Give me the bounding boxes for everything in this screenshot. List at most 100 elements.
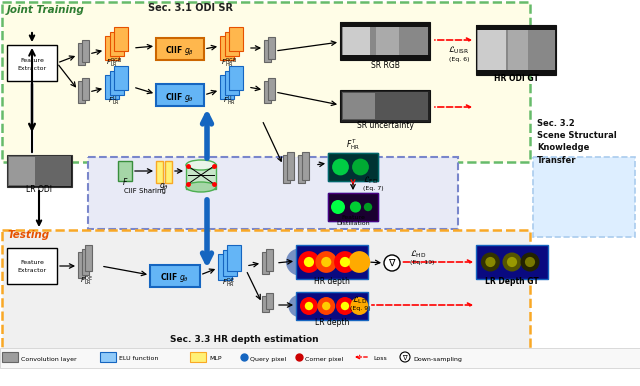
Bar	[340, 22, 430, 27]
Text: $F_{\rm LR}^{\rm RGB}$: $F_{\rm LR}^{\rm RGB}$	[106, 56, 122, 69]
Bar	[266, 249, 273, 271]
Text: Feature: Feature	[20, 58, 44, 63]
Bar	[156, 161, 163, 183]
Text: $F_{\rm HR}^{\rm DE}$: $F_{\rm HR}^{\rm DE}$	[223, 277, 236, 291]
Bar	[296, 245, 368, 279]
Circle shape	[520, 252, 540, 271]
Bar	[2, 2, 530, 162]
Bar	[118, 161, 132, 181]
Bar	[81, 39, 88, 61]
Bar	[165, 161, 172, 183]
Bar	[533, 157, 635, 237]
Bar	[114, 66, 128, 90]
Bar	[376, 26, 399, 56]
Text: $\nabla$: $\nabla$	[402, 354, 408, 362]
Text: (Eq. 10): (Eq. 10)	[410, 260, 435, 265]
Bar	[218, 254, 232, 280]
Circle shape	[485, 257, 495, 267]
Bar	[190, 352, 206, 362]
Bar	[186, 164, 216, 189]
Bar	[264, 40, 271, 62]
Text: $\mathcal{L}_{\rm FD}$: $\mathcal{L}_{\rm FD}$	[363, 175, 378, 186]
Text: HR depth: HR depth	[314, 277, 350, 286]
Text: $F_{\rm HR}^{\rm U}$: $F_{\rm HR}^{\rm U}$	[223, 94, 236, 107]
Text: CIIF $g_\beta$: CIIF $g_\beta$	[165, 44, 195, 58]
Text: Joint Training: Joint Training	[7, 5, 84, 15]
Bar	[7, 248, 57, 284]
Text: LR ODI: LR ODI	[26, 185, 52, 194]
Text: Sec. 3.1 ODI SR: Sec. 3.1 ODI SR	[147, 3, 232, 13]
Text: $\mathcal{L}_{\rm HD}$: $\mathcal{L}_{\rm HD}$	[410, 248, 426, 259]
Bar	[0, 348, 640, 368]
Circle shape	[352, 159, 369, 175]
Bar	[229, 66, 243, 90]
Circle shape	[507, 257, 517, 267]
Bar	[2, 352, 18, 362]
Bar	[85, 245, 92, 271]
Bar	[156, 84, 204, 106]
Bar	[78, 252, 85, 278]
Text: Testing: Testing	[7, 230, 49, 240]
Text: $\mathcal{L}_{\rm UISR}$: $\mathcal{L}_{\rm UISR}$	[448, 44, 470, 56]
Circle shape	[300, 297, 318, 315]
Bar	[298, 155, 305, 183]
Circle shape	[339, 249, 366, 276]
Bar	[227, 245, 241, 271]
Text: Loss: Loss	[373, 357, 387, 362]
Text: (Eq. 7): (Eq. 7)	[363, 186, 383, 191]
Ellipse shape	[186, 160, 216, 170]
Bar	[343, 25, 370, 57]
Bar	[301, 151, 308, 179]
Bar	[477, 26, 555, 74]
Bar	[478, 27, 506, 73]
Bar	[328, 193, 378, 221]
Circle shape	[307, 295, 329, 317]
Circle shape	[336, 297, 354, 315]
Bar	[9, 157, 35, 185]
Circle shape	[334, 251, 356, 273]
Bar	[8, 156, 71, 186]
Circle shape	[289, 295, 311, 317]
Circle shape	[340, 302, 349, 310]
Bar	[476, 25, 556, 30]
Circle shape	[331, 200, 345, 214]
Bar	[223, 249, 237, 276]
Bar	[343, 93, 374, 119]
Bar	[7, 45, 57, 81]
Circle shape	[364, 203, 372, 211]
Ellipse shape	[186, 182, 216, 192]
Text: Sec. 3.2
Scene Structural
Knowledge
Transfer: Sec. 3.2 Scene Structural Knowledge Tran…	[537, 119, 617, 165]
Bar	[78, 43, 85, 65]
Text: $F_{\rm LR}^{\rm DE}$: $F_{\rm LR}^{\rm DE}$	[81, 275, 93, 288]
Bar	[2, 230, 530, 350]
Bar	[225, 71, 239, 95]
Bar	[328, 193, 378, 221]
Circle shape	[316, 251, 337, 273]
Circle shape	[321, 257, 332, 267]
Text: HR ODI GT: HR ODI GT	[493, 74, 538, 83]
Bar	[296, 292, 368, 320]
Circle shape	[502, 252, 522, 271]
Bar	[81, 78, 88, 100]
Circle shape	[305, 302, 313, 310]
Circle shape	[286, 249, 313, 276]
Bar	[340, 90, 430, 122]
Bar	[266, 293, 273, 308]
Circle shape	[350, 201, 361, 213]
Text: Feature
Distillation: Feature Distillation	[336, 215, 370, 226]
Circle shape	[400, 352, 410, 362]
Text: CIIF $g_\theta$: CIIF $g_\theta$	[161, 271, 189, 284]
Bar	[262, 296, 269, 312]
Text: $F_{\rm LR}^{\rm U}$: $F_{\rm LR}^{\rm U}$	[108, 94, 120, 107]
Text: CIIF Sharing: CIIF Sharing	[124, 188, 166, 194]
Text: CIIF $g_\theta$: CIIF $g_\theta$	[165, 90, 195, 103]
Circle shape	[298, 251, 320, 273]
Text: Corner pixel: Corner pixel	[305, 357, 343, 362]
Bar	[88, 157, 458, 229]
Circle shape	[525, 257, 535, 267]
Circle shape	[341, 295, 364, 317]
Circle shape	[351, 297, 369, 315]
Text: (Eq. 6): (Eq. 6)	[449, 57, 469, 62]
Text: $\mathcal{L}_{\rm LD}$: $\mathcal{L}_{\rm LD}$	[353, 294, 367, 305]
Circle shape	[481, 252, 500, 271]
